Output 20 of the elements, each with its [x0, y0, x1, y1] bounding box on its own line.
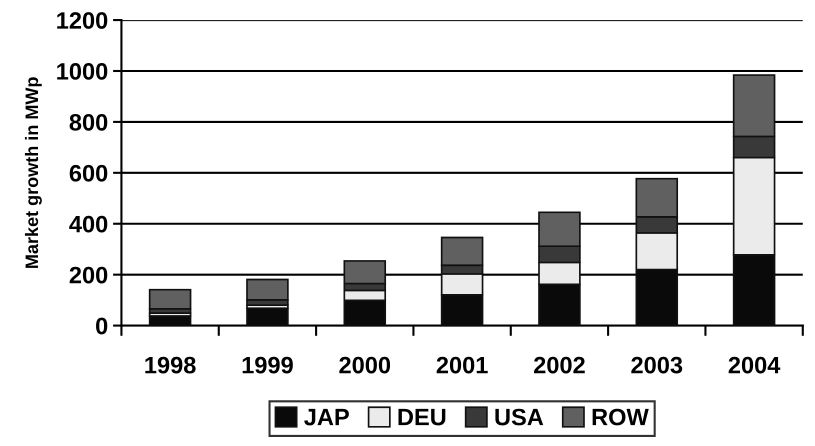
y-axis-title: Market growth in MWp [24, 77, 42, 268]
x-tick-label: 2003 [631, 356, 682, 374]
legend-label: JAP [304, 408, 349, 426]
y-tick-label: 800 [70, 114, 108, 131]
bar [148, 288, 192, 310]
y-tick-label: 200 [70, 266, 108, 284]
x-tick-label: 2004 [728, 356, 780, 374]
y-tick-label: 1000 [57, 63, 108, 80]
legend-label: USA [495, 408, 544, 426]
x-tick-label: 2001 [436, 356, 488, 374]
x-tick-label: 1999 [242, 356, 293, 374]
x-tick-label: 1998 [145, 356, 196, 374]
legend-label: DEU [398, 408, 446, 426]
x-tick-label: 2002 [534, 356, 585, 374]
y-tick-label: 400 [69, 216, 108, 233]
y-tick-label: 0 [96, 318, 108, 334]
y-tick-label: 1200 [57, 12, 108, 29]
y-tick-label: 600 [70, 164, 108, 182]
legend-label: ROW [592, 408, 649, 426]
x-tick-label: 2000 [339, 356, 390, 374]
